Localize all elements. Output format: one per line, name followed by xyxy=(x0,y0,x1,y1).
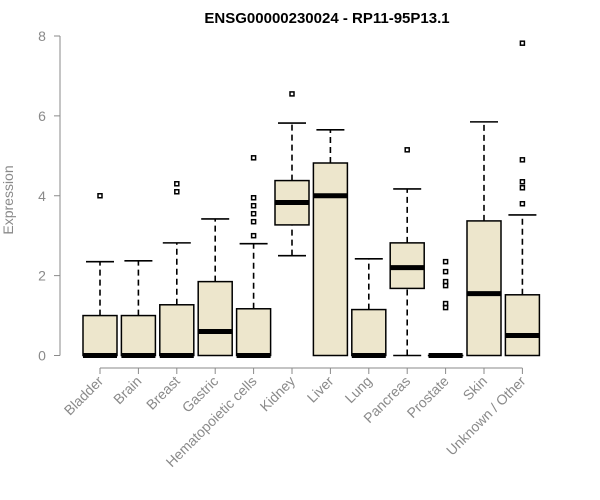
box-11 xyxy=(504,40,541,357)
outlier-4-2 xyxy=(250,210,257,217)
y-tick-label-4: 8 xyxy=(38,28,46,44)
outlier-8-0 xyxy=(404,147,410,153)
outlier-11-2 xyxy=(519,179,526,185)
outlier-4-4 xyxy=(250,194,257,201)
outlier-9-1 xyxy=(442,300,449,307)
outlier-4-1 xyxy=(250,218,257,225)
outlier-11-4 xyxy=(519,40,526,46)
box-rect-7 xyxy=(351,308,387,357)
outlier-9-5 xyxy=(442,258,449,265)
box-0 xyxy=(82,193,118,358)
box-rect-10 xyxy=(466,220,502,357)
x-tick-label-0: Bladder xyxy=(61,373,107,419)
y-tick-label-2: 4 xyxy=(38,188,46,204)
x-tick-label-2: Breast xyxy=(143,373,183,413)
box-rect-4 xyxy=(235,308,272,357)
box-rect-11 xyxy=(504,294,541,357)
x-tick-label-7: Lung xyxy=(342,373,375,406)
y-axis-label: Expression xyxy=(0,165,16,234)
box-2 xyxy=(159,181,195,358)
outlier-2-0 xyxy=(174,189,180,195)
box-9 xyxy=(427,258,464,358)
y-axis: 0 2 4 6 8 xyxy=(38,28,61,364)
box-rect-1 xyxy=(120,314,157,357)
y-tick-label-1: 2 xyxy=(38,268,46,284)
box-rect-0 xyxy=(82,314,118,357)
outlier-5-0 xyxy=(289,91,295,97)
outlier-11-1 xyxy=(519,185,526,191)
x-tick-label-1: Brain xyxy=(110,373,144,407)
box-10 xyxy=(466,121,502,357)
outlier-2-1 xyxy=(174,181,180,187)
outlier-4-3 xyxy=(250,202,257,209)
x-tick-label-5: Kidney xyxy=(257,373,299,415)
y-tick-label-3: 6 xyxy=(38,108,46,124)
outlier-11-3 xyxy=(519,157,526,163)
outlier-11-0 xyxy=(519,200,526,207)
box-rect-2 xyxy=(159,304,195,357)
x-tick-label-9: Prostate xyxy=(404,373,452,421)
box-rect-3 xyxy=(197,280,233,357)
chart-title: ENSG00000230024 - RP11-95P13.1 xyxy=(204,10,449,27)
x-tick-label-10: Skin xyxy=(460,373,491,404)
box-6 xyxy=(312,129,349,357)
box-5 xyxy=(274,91,310,257)
box-rect-6 xyxy=(312,162,349,357)
y-tick-label-0: 0 xyxy=(38,348,46,364)
outlier-9-4 xyxy=(442,268,449,275)
box-1 xyxy=(120,260,157,358)
outlier-4-5 xyxy=(250,155,257,161)
x-tick-label-6: Liver xyxy=(304,373,337,406)
box-3 xyxy=(197,218,233,357)
box-8 xyxy=(389,147,425,357)
outlier-0-0 xyxy=(97,193,103,199)
outlier-4-0 xyxy=(250,232,257,239)
box-7 xyxy=(351,258,387,358)
box-4 xyxy=(235,155,272,358)
outlier-9-3 xyxy=(442,278,449,285)
boxes-group xyxy=(82,40,541,358)
